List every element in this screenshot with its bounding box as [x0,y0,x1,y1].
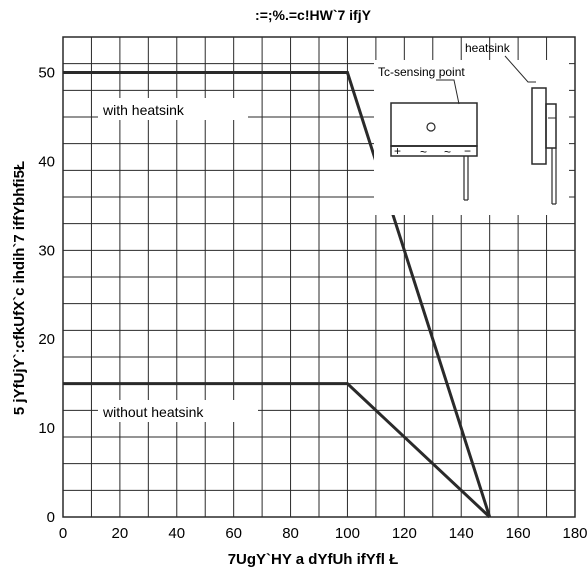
x-tick-label: 120 [392,525,417,542]
series-lines [63,71,492,519]
package-side [545,103,557,149]
y-tick-label: 10 [38,420,55,437]
series-line-with-heatsink [63,71,492,518]
pin-ac2-label: ~ [444,145,451,159]
mounting-hole [426,122,436,132]
x-tick-label: 60 [225,525,242,542]
y-tick-label: 50 [38,65,55,82]
x-tick-label: 140 [449,525,474,542]
heatsink-label: heatsink [465,41,511,55]
y-axis-label: 5 jYfUjY`:cfkUfX`c ihdih`7 iffYbhfi5Ł [11,161,28,415]
y-tick-label: 30 [38,242,55,259]
without-heatsink-label: without heatsink [102,404,204,420]
chart-title: :=;%.=c!HW`7 ifjY [255,7,372,23]
with-heatsink-label: with heatsink [102,102,185,118]
inset-illustration: heatsink Tc-sensing point + ~ ~ − [374,41,569,215]
y-tick-label: 0 [47,509,55,526]
x-tick-label: 100 [335,525,360,542]
pin-ac1-label: ~ [420,145,427,159]
x-tick-label: 20 [112,525,129,542]
x-tick-label: 180 [562,525,587,542]
x-tick-label: 40 [168,525,185,542]
x-tick-label: 160 [506,525,531,542]
tc-sensing-label: Tc-sensing point [378,65,465,79]
y-tick-label: 40 [38,153,55,170]
pin-plus-label: + [394,144,401,158]
x-tick-label: 80 [282,525,299,542]
x-axis-label: 7UgY`HY a dYfUh ifYfl Ł [228,551,399,568]
series-line-without-heatsink [63,382,491,519]
plot-frame [62,36,576,518]
y-tick-label: 20 [38,331,55,348]
pin-minus-label: − [464,144,471,158]
tick-labels: 0 20 40 60 80 100 120 140 160 180 0 10 20 30 40 50 [38,65,587,542]
x-tick-label: 0 [59,525,67,542]
